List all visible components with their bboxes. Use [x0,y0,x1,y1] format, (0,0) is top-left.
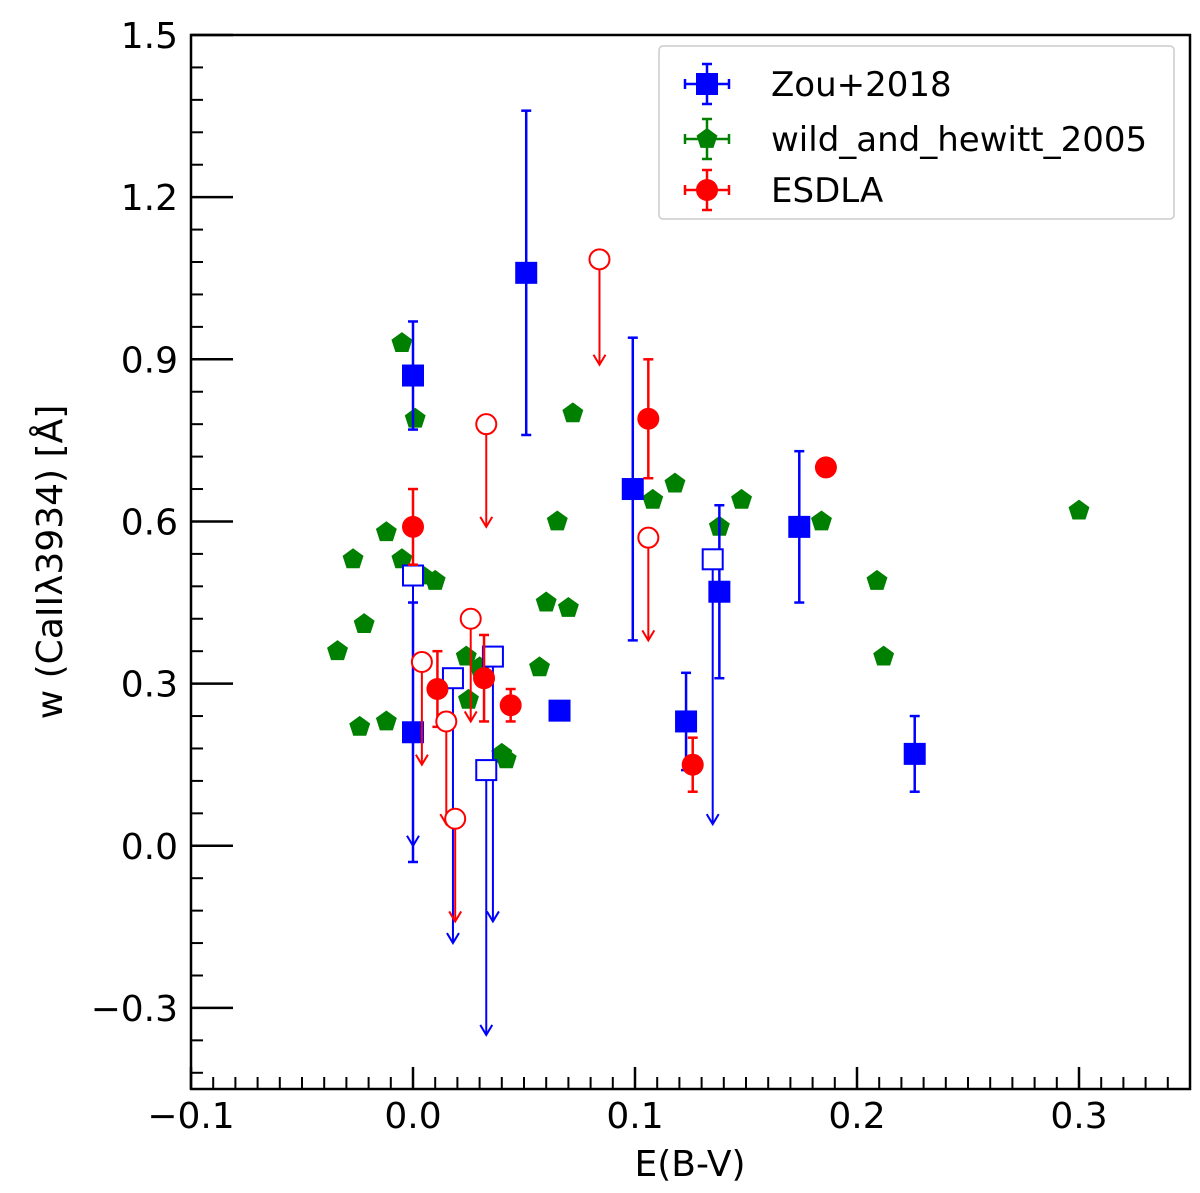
axes-frame [189,33,1192,1091]
upper-limit-point [444,807,467,830]
x-axis-label: E(B-V) [634,1144,745,1185]
data-point [675,710,698,733]
plot-marks [327,109,1090,1037]
legend-marker [696,179,718,201]
data-point [731,488,753,509]
data-point [515,261,538,284]
data-point [342,548,364,569]
data-point [873,645,895,666]
upper-limit-arrowhead [592,354,607,367]
data-point [391,332,413,352]
upper-limit-arrowhead [479,516,494,529]
data-point [664,472,686,493]
data-point [903,742,926,765]
data-point [402,721,424,744]
data-point [681,753,704,776]
upper-limit-arrowhead [479,1024,494,1037]
data-point [424,569,446,590]
data-point [402,364,424,387]
upper-limit-point [475,759,498,782]
y-tick-label: 1.2 [121,178,178,219]
legend-entry: Zou+2018 [683,62,952,106]
x-tick-label: −0.1 [147,1096,234,1137]
y-axis-label: w (CaIIλ3934) [Å] [28,405,71,720]
data-point [473,667,496,690]
legend-label: ESDLA [771,171,883,211]
data-point [637,407,660,430]
data-point [788,515,811,538]
data-point [327,640,348,661]
data-point [458,688,479,709]
data-point [353,613,375,634]
upper-limit-point [701,548,724,571]
series-circle [402,248,837,924]
legend-entry: ESDLA [683,168,883,212]
data-point [535,591,557,612]
data-point [814,456,837,479]
upper-limit-point [475,413,498,436]
data-point [426,678,449,701]
data-point [402,515,424,538]
y-tick-label: 1.5 [121,16,178,57]
data-point [866,569,888,590]
data-point [529,656,550,677]
upper-limit-point [410,650,433,673]
data-point [708,580,731,603]
upper-limit-point [637,526,660,549]
legend: Zou+2018 wild_and_hewitt_2005 ESDLA [658,45,1175,220]
upper-limit-arrowhead [486,910,500,924]
data-point [391,548,413,569]
x-tick-label: 0.3 [1050,1096,1107,1137]
data-point [811,510,832,531]
y-tick-label: 0.3 [121,665,178,706]
upper-limit-point [441,667,464,690]
upper-limit-arrowhead [448,910,463,924]
legend-label: Zou+2018 [771,65,952,105]
data-point [375,710,397,731]
data-point [1068,499,1090,520]
upper-limit-point [459,607,482,630]
data-point [548,699,571,722]
x-tick-label: 0.1 [606,1096,663,1137]
data-point [499,694,522,717]
upper-limit-point [481,645,504,668]
upper-limit-arrowhead [641,629,656,643]
axis-ticks: −0.1 0.0 0.1 0.2 0.3 −0.3 0.0 0.3 0.6 0.9 1.2 1.5 [91,16,1191,1137]
upper-limit-point [435,710,458,733]
y-tick-label: −0.3 [91,989,178,1030]
legend-box [658,45,1175,220]
data-point [495,748,517,769]
legend-entry: wild_and_hewitt_2005 [683,117,1147,161]
data-point [562,402,584,423]
upper-limit-arrowhead [446,932,460,946]
data-point [557,596,579,617]
legend-marker [696,128,718,148]
data-point [404,407,426,428]
y-tick-label: 0.0 [121,827,178,868]
upper-limit-point [402,564,424,587]
upper-limit-arrowhead [705,813,720,827]
x-tick-label: 0.2 [828,1096,885,1137]
series-square [402,109,926,1037]
x-tick-label: 0.0 [384,1096,441,1137]
y-tick-label: 0.6 [121,502,178,543]
data-point [621,478,644,501]
upper-limit-arrowhead [463,710,478,724]
upper-limit-arrowhead [415,754,429,767]
data-point [642,488,664,509]
legend-marker [696,73,718,95]
upper-limit-point [588,248,611,271]
data-point [546,510,568,531]
data-point [349,715,371,736]
data-point [375,521,397,542]
legend-label: wild_and_hewitt_2005 [771,120,1147,160]
y-tick-label: 0.9 [121,340,178,381]
